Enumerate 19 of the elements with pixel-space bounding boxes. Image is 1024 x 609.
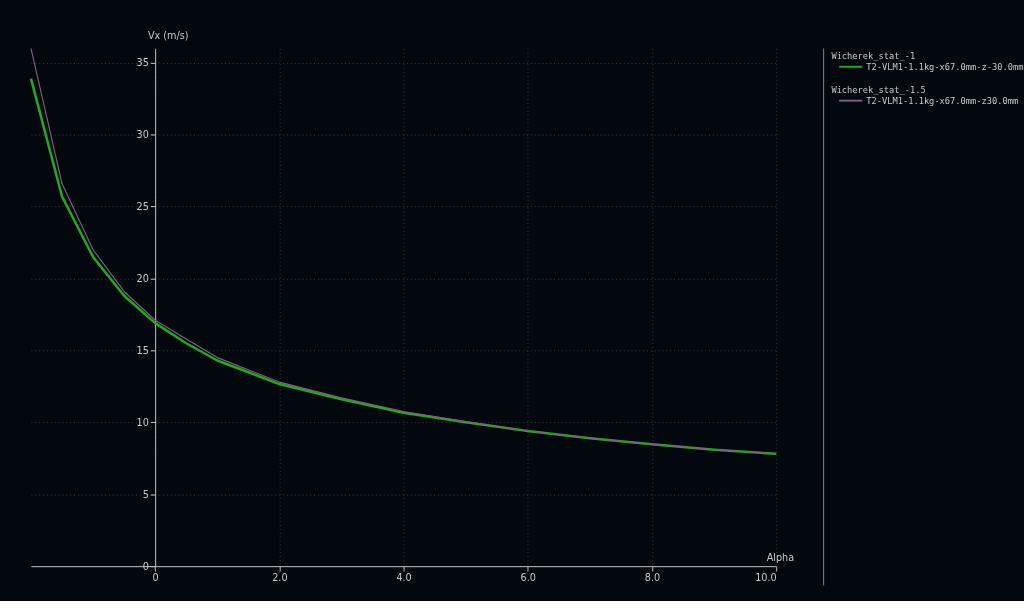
y-tick-label: 5 bbox=[142, 488, 149, 500]
x-tick-label: 10.0 bbox=[755, 572, 777, 584]
text: Wicherek_stat_-1.5 bbox=[831, 84, 926, 95]
y-tick-label: 10 bbox=[136, 416, 149, 428]
legend-label: T2-VLM1-1.1kg-x67.0mm-z-30.0mm bbox=[866, 61, 1024, 72]
legend-label: T2-VLM1-1.1kg-x67.0mm-z30.0mm bbox=[866, 95, 1019, 106]
y-tick-label: 30 bbox=[136, 129, 149, 141]
y-tick-label: 35 bbox=[136, 57, 149, 69]
x-tick-label: 0 bbox=[152, 572, 159, 584]
x-tick-label: 2.0 bbox=[272, 572, 288, 584]
y-tick-label: 25 bbox=[136, 200, 149, 212]
x-tick-label: 6.0 bbox=[520, 572, 536, 584]
x-axis-title: Alpha bbox=[766, 551, 795, 563]
y-tick-label: 20 bbox=[136, 272, 149, 284]
x-tick-label: 8.0 bbox=[644, 572, 661, 584]
y-axis-title: Vx (m/s) bbox=[147, 30, 189, 42]
text: Wicherek_stat_-1 bbox=[831, 51, 916, 62]
x-tick-label: 4.0 bbox=[396, 572, 412, 584]
y-tick-label: 15 bbox=[136, 344, 149, 356]
